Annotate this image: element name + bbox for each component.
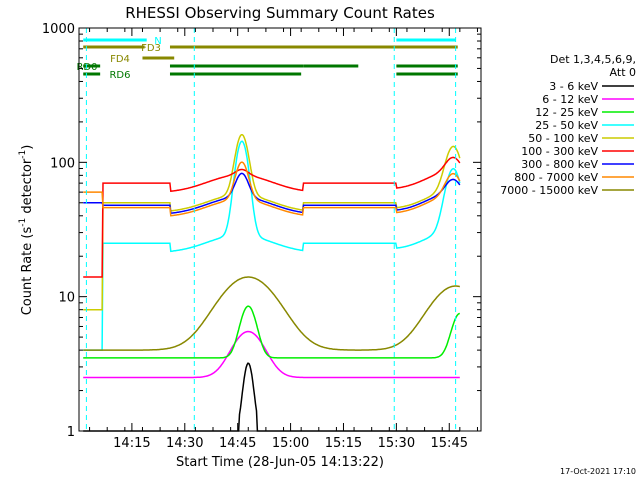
trace-0 xyxy=(83,362,460,432)
x-tick-label: 15:30 xyxy=(378,436,415,451)
chart-title: RHESSI Observing Summary Count Rates xyxy=(125,4,435,22)
y-axis-label-part2: detector xyxy=(20,158,35,218)
y-axis-label-sup2: -1 xyxy=(18,150,28,159)
data-traces xyxy=(83,133,461,432)
legend-label: 100 - 300 keV xyxy=(521,145,598,158)
legend-label: 3 - 6 keV xyxy=(549,80,598,93)
trace-4 xyxy=(83,133,461,311)
vertical-markers xyxy=(85,28,457,431)
x-tick-label: 14:15 xyxy=(113,436,150,451)
x-axis: 14:15 14:30 14:45 15:00 15:15 15:30 15:45 xyxy=(89,28,478,451)
x-tick-label: 15:45 xyxy=(431,436,468,451)
x-tick-label: 14:30 xyxy=(166,436,203,451)
flag-bar-label: FD4 xyxy=(110,54,130,65)
trace-2 xyxy=(83,305,460,359)
flag-bar-label: FD3 xyxy=(141,43,161,54)
y-axis-label: Count Rate (s-1 detector-1) xyxy=(18,145,35,316)
legend-label: 6 - 12 keV xyxy=(542,93,598,106)
trace-3 xyxy=(83,140,461,351)
legend-label: 300 - 800 keV xyxy=(521,158,598,171)
legend-label: 25 - 50 keV xyxy=(535,119,598,132)
flag-bar-label: N xyxy=(154,36,161,47)
y-tick-label: 1000 xyxy=(42,22,75,37)
legend-label: 12 - 25 keV xyxy=(535,106,598,119)
y-axis-label-part3: ) xyxy=(20,145,35,150)
footer-timestamp: 17-Oct-2021 17:10 xyxy=(560,467,636,476)
x-tick-label: 15:15 xyxy=(325,436,362,451)
trace-1 xyxy=(83,330,460,379)
legend-header-2: Att 0 xyxy=(610,66,636,79)
trace-6 xyxy=(83,172,461,215)
trace-5 xyxy=(83,156,461,278)
trace-7 xyxy=(83,161,461,217)
legend-label: 800 - 7000 keV xyxy=(514,171,598,184)
trace-8 xyxy=(83,276,460,351)
x-tick-label: 14:45 xyxy=(219,436,256,451)
flag-bar-label: RD0 xyxy=(76,62,97,73)
y-tick-label: 10 xyxy=(58,291,75,306)
y-tick-label: 1 xyxy=(67,425,75,440)
legend-label: 50 - 100 keV xyxy=(528,132,598,145)
x-axis-label: Start Time (28-Jun-05 14:13:22) xyxy=(176,455,384,470)
y-axis-label-sup1: -1 xyxy=(18,218,28,227)
flag-bar-label: RD6 xyxy=(109,70,130,81)
plot-frame xyxy=(78,27,482,432)
y-axis: 1 10 100 1000 xyxy=(42,22,481,440)
legend-header-1: Det 1,3,4,5,6,9, xyxy=(550,53,636,66)
x-tick-label: 15:00 xyxy=(272,436,309,451)
y-axis-label-part1: Count Rate (s xyxy=(20,227,35,316)
y-tick-label: 100 xyxy=(50,156,75,171)
legend-label: 7000 - 15000 keV xyxy=(500,184,598,197)
